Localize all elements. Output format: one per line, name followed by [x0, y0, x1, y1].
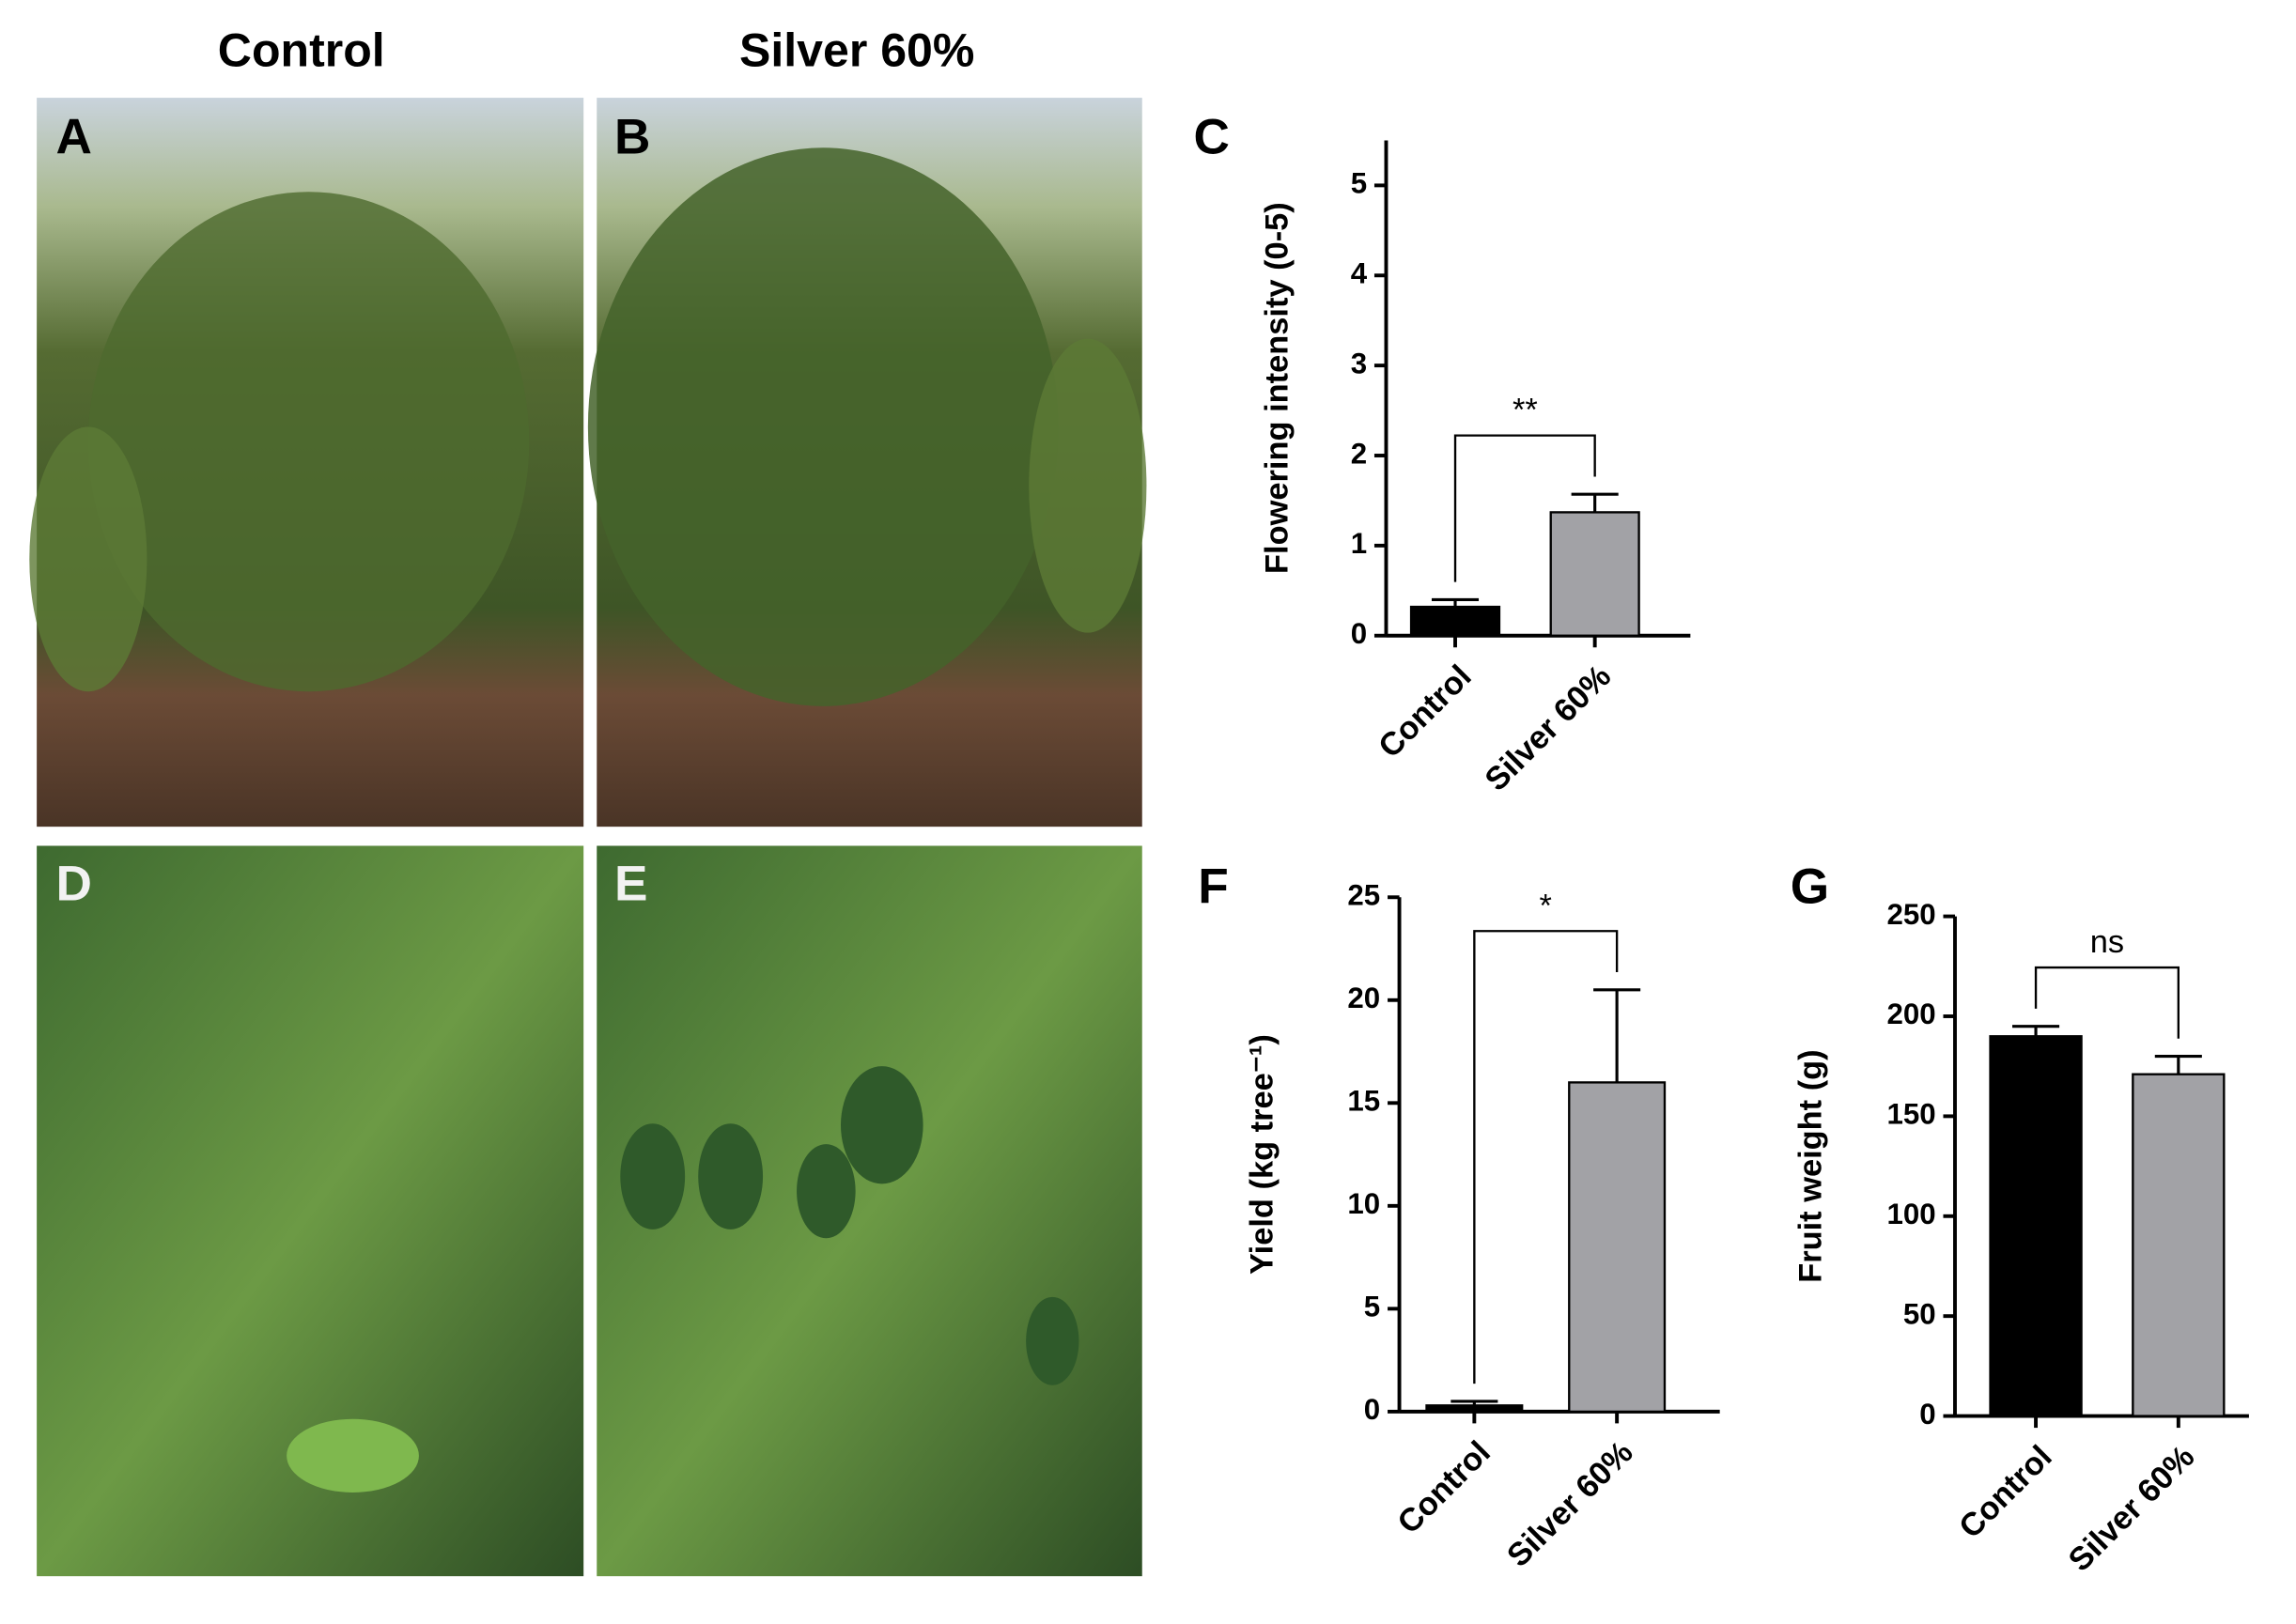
x-tick-label: Control [1372, 658, 1478, 765]
panel-letter: C [1194, 109, 1230, 164]
y-axis-label: Fruit weight (g) [1792, 1049, 1828, 1282]
significance-label: * [1540, 888, 1552, 923]
panel-letter: B [614, 109, 650, 164]
significance-bracket [2034, 966, 2180, 1039]
y-tick-label: 20 [1347, 982, 1380, 1014]
y-tick-label: 200 [1886, 998, 1935, 1030]
column-header: Control [218, 23, 385, 76]
y-tick-label: 5 [1351, 167, 1367, 200]
error-bar [1431, 597, 1480, 608]
panel-letter: F [1198, 858, 1229, 914]
significance-bracket [1473, 930, 1619, 1384]
x-tick-label: Control [1391, 1434, 1497, 1540]
y-tick-label: 2 [1351, 437, 1367, 470]
error-bar [1593, 988, 1641, 1083]
panel-letter: D [55, 856, 91, 911]
panel-letter: E [614, 856, 647, 911]
error-bar [2012, 1025, 2060, 1037]
y-tick-label: 10 [1347, 1187, 1380, 1220]
y-tick-label: 0 [1919, 1398, 1935, 1431]
error-bar [1451, 1400, 1498, 1406]
y-tick-label: 4 [1351, 257, 1368, 290]
photo [597, 845, 1142, 1577]
error-bar [2154, 1054, 2202, 1075]
bar [1568, 1081, 1667, 1414]
y-tick-label: 150 [1886, 1098, 1935, 1131]
significance-label: ns [2090, 924, 2124, 960]
y-axis-label: Yield (kg tree⁻¹) [1245, 1034, 1280, 1275]
bar [2132, 1073, 2226, 1417]
y-tick-label: 250 [1886, 898, 1935, 931]
photo [37, 845, 584, 1577]
significance-label: ** [1513, 393, 1538, 428]
y-tick-label: 0 [1364, 1393, 1380, 1426]
y-tick-label: 15 [1347, 1085, 1380, 1118]
y-tick-label: 25 [1347, 879, 1380, 912]
column-header: Silver 60% [739, 23, 974, 76]
error-bar [1571, 492, 1619, 513]
panel-letter: A [55, 109, 91, 164]
y-axis-label: Flowering intensity (0-5) [1259, 202, 1295, 574]
photo [29, 98, 584, 827]
photo [587, 98, 1147, 827]
bar [1409, 605, 1501, 637]
significance-bracket [1453, 434, 1596, 582]
y-tick-label: 50 [1903, 1297, 1936, 1330]
x-tick-label: Control [1952, 1439, 2058, 1545]
x-tick-label: Silver 60% [1500, 1434, 1640, 1574]
y-tick-label: 1 [1351, 527, 1367, 560]
bar [1989, 1035, 2083, 1417]
bar [1425, 1404, 1524, 1414]
bar [1549, 511, 1640, 637]
x-tick-label: Silver 60% [2062, 1439, 2202, 1579]
x-tick-label: Silver 60% [1479, 658, 1619, 798]
panel-letter: G [1791, 858, 1829, 914]
y-tick-label: 100 [1886, 1198, 1935, 1230]
y-tick-label: 0 [1351, 617, 1367, 650]
y-tick-label: 3 [1351, 347, 1367, 379]
y-tick-label: 5 [1364, 1291, 1380, 1323]
